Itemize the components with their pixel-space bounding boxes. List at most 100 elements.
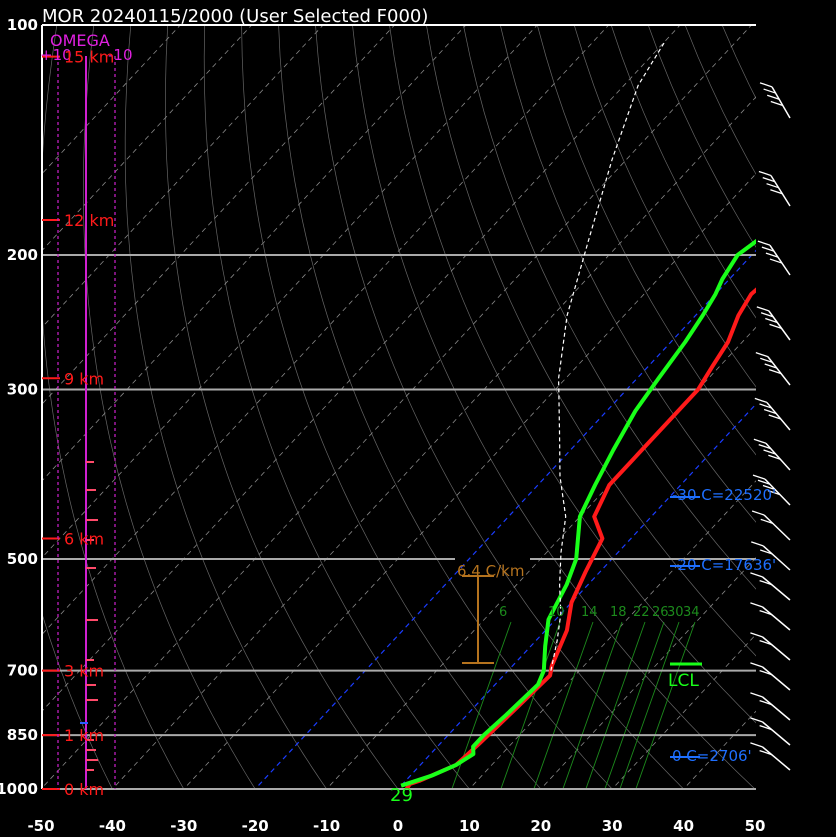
isotherm [111,96,756,789]
wind-barb [751,541,791,571]
barb-staff [761,721,791,746]
x-tick-label: 20 [530,817,551,835]
pressure-tick-label: 200 [7,246,38,264]
isotherm [42,25,753,789]
wind-barb [757,240,791,276]
isotherm [42,25,681,712]
barb-flag [760,357,773,363]
wind-barbs [750,82,791,771]
barb-flag [759,749,772,756]
barb-staff [761,606,791,631]
omega-label: OMEGA [50,31,110,50]
barb-flag [764,363,777,369]
x-tick-label: 0 [393,817,403,835]
height-label: 15 km [64,48,114,67]
isotherm [42,25,610,635]
dry-adiabat [426,25,756,657]
x-tick-label: -30 [170,817,197,835]
lapse-rate-label: 6.4 C/km [457,562,524,580]
mixing-ratio-label: 6 [499,605,507,620]
isotherm [611,633,756,789]
dry-adiabat [573,25,756,388]
barb-flag [767,490,781,496]
annotation-freezing: 0 C=2706' [672,747,752,765]
isotherm [42,25,538,559]
barb-flag [750,632,763,638]
barb-flag [769,258,783,264]
x-tick-label: 10 [459,817,480,835]
x-tick-label: -20 [242,817,269,835]
barb-flag [758,170,772,177]
mixing-ratio-line [562,621,623,789]
barb-staff [767,356,791,386]
barb-flag [768,414,781,420]
wind-barb [750,662,791,691]
barb-flag [760,312,774,318]
barb-flag [750,572,763,578]
chart-title: MOR 20240115/2000 (User Selected F000) [42,6,428,27]
wind-barb [750,692,791,721]
isotherm [42,25,467,482]
mixing-ratio-line [604,621,665,789]
dry-adiabat [315,25,685,789]
x-tick-label: 50 [745,817,766,835]
mixing-ratio-label: 14 [581,605,598,620]
dry-adiabat [165,25,399,789]
profiles [400,40,756,789]
omega-tick-plus: +10 [40,46,72,64]
dry-adiabat [389,25,756,724]
dry-adiabat [721,25,756,100]
mixing-ratio-line [533,621,594,789]
barb-flag [766,94,780,100]
wind-barb [750,742,791,771]
barb-staff [768,310,791,341]
barb-flag [760,518,773,524]
annotation-minus30: -30 C=22520' [672,486,776,504]
x-tick-label: -50 [27,817,54,835]
dry-adiabat [684,25,756,175]
x-tick-label: 30 [602,817,623,835]
height-label: 9 km [64,369,104,388]
barb-flag [757,240,771,246]
series-dewpoint [400,238,756,788]
series-parcel [550,40,666,671]
isotherm [42,25,253,252]
mixing-ratio-label: 34 [683,605,700,620]
wind-barb [754,397,791,431]
dry-adiabat [124,25,328,789]
mixing-ratio-lines [451,621,696,789]
x-tick-label: -10 [313,817,340,835]
labels: MOR 20240115/2000 (User Selected F000) O… [0,6,776,835]
dry-adiabat [278,25,613,789]
pressure-tick-label: 1000 [0,780,38,798]
mixing-ratio-label: 10 [548,605,565,620]
barb-flag [759,579,772,586]
barb-flag [752,474,766,480]
barb-flag [755,352,769,358]
mixing-ratio-line [451,621,512,789]
barb-flag [759,724,772,731]
barb-flag [759,699,772,706]
barb-flag [769,323,782,329]
barb-staff [761,666,791,691]
lapse-rate-bracket [462,575,494,664]
barb-staff [770,175,791,207]
barb-flag [762,176,775,183]
height-label: 0 km [64,780,104,799]
barb-flag [750,742,763,748]
annotation-minus20: -20 C=17636' [672,556,776,574]
barb-flag [758,443,771,450]
barb-flag [759,609,772,616]
dry-adiabat [42,25,185,789]
barb-flag [750,692,763,698]
barb-flag [750,662,763,668]
wind-barb [751,510,791,541]
pressure-tick-label: 500 [7,550,38,568]
barb-flag [770,189,783,195]
barb-staff [762,545,791,571]
barb-flag [762,484,776,491]
height-label: 6 km [64,529,104,548]
barb-staff [761,636,791,661]
